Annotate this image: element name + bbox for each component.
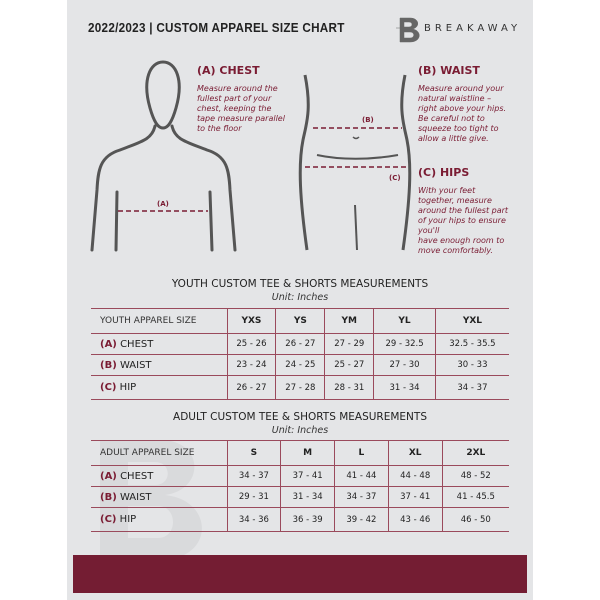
table-row: (C) HIP 26 - 27 27 - 28 28 - 31 31 - 34 34 - … [91,375,509,400]
upper-body-outline-icon [90,60,237,252]
table-cell: 37 - 41 [280,465,335,487]
table-header-row: ADULT APPAREL SIZE S M L XL 2XL [91,440,509,466]
table-cell: 31 - 34 [373,375,436,400]
measure-name: CHEST [120,338,154,350]
table-cell: 26 - 27 [275,333,325,355]
marker-c: (C) [389,174,401,182]
measure-letter: (A) [100,470,117,482]
table-cell: 34 - 36 [226,507,281,532]
size-header: YS [275,308,325,334]
table-cell: 44 - 48 [387,465,443,487]
table-cell: 41 - 44 [334,465,389,487]
measure-letter: (B) [100,359,117,371]
measure-label: (C) HIP [91,375,227,400]
size-header: 2XL [441,440,509,466]
youth-size-table: YOUTH APPAREL SIZE YXS YS YM YL YXL (A) CHEST 2… [91,308,509,400]
hips-heading: (C) HIPS [418,166,470,179]
table-cell: 46 - 50 [441,507,509,532]
table-cell: 31 - 34 [280,486,335,508]
brand-name: BREAKAWAY [424,23,522,34]
measure-letter: (A) [100,338,117,350]
waist-instructions: Measure around your natural waistline – … [418,84,507,143]
lower-body-outline-icon [298,74,412,251]
chest-instructions: Measure around the fullest part of your … [197,84,285,133]
table-cell: 39 - 42 [334,507,389,532]
measure-label: (C) HIP [91,507,227,532]
table-cell: 36 - 39 [280,507,335,532]
youth-unit: Unit: Inches [271,292,329,303]
footer-band [73,555,527,593]
size-header: YXL [434,308,509,334]
table-cell: 41 - 45.5 [441,486,509,508]
table-row: (A) CHEST 34 - 37 37 - 41 41 - 44 44 - 48 48 … [91,465,509,487]
table-cell: 34 - 37 [434,375,509,400]
table-row: (B) WAIST 23 - 24 24 - 25 25 - 27 27 - 30 30 … [91,354,509,376]
size-header: XL [387,440,443,466]
table-cell: 30 - 33 [434,354,509,376]
table-header-row: YOUTH APPAREL SIZE YXS YS YM YL YXL [91,308,509,334]
table-cell: 27 - 30 [373,354,436,376]
youth-table-title: YOUTH CUSTOM TEE & SHORTS MEASUREMENTS [171,278,429,290]
adult-unit: Unit: Inches [271,425,329,436]
measure-label: (B) WAIST [91,486,227,508]
size-header: L [334,440,389,466]
adult-table-title: ADULT CUSTOM TEE & SHORTS MEASUREMENTS [173,411,427,423]
measure-label: (A) CHEST [91,465,227,487]
marker-a: (A) [157,200,169,208]
size-header: YM [324,308,374,334]
table-cell: 29 - 31 [226,486,281,508]
measure-letter: (C) [100,514,117,525]
waist-heading: (B) WAIST [418,64,480,77]
table-row: (B) WAIST 29 - 31 31 - 34 34 - 37 37 - 41 41 … [91,486,509,508]
table-cell: 32.5 - 35.5 [434,333,509,355]
table-row: (C) HIP 34 - 36 36 - 39 39 - 42 43 - 46 46 - … [91,507,509,532]
table-cell: 25 - 27 [324,354,374,376]
measure-label: (A) CHEST [91,333,227,355]
table-cell: 34 - 37 [226,465,281,487]
size-header: YL [373,308,436,334]
breakaway-logo-icon [396,17,420,43]
measure-letter: (C) [100,382,117,393]
hips-instructions: With your feet together, measure around … [418,186,509,255]
size-label: ADULT APPAREL SIZE [91,440,227,466]
measure-label: (B) WAIST [91,354,227,376]
size-header: YXS [226,308,276,334]
marker-b: (B) [362,116,374,124]
table-cell: 24 - 25 [275,354,325,376]
table-cell: 37 - 41 [387,486,443,508]
measure-letter: (B) [100,491,117,503]
measure-name: WAIST [119,491,152,503]
size-header: S [226,440,281,466]
page-title: 2022/2023 | CUSTOM APPAREL SIZE CHART [88,20,345,35]
table-cell: 34 - 37 [334,486,389,508]
chest-heading: (A) CHEST [197,64,260,77]
table-cell: 26 - 27 [226,375,276,400]
adult-size-table: ADULT APPAREL SIZE S M L XL 2XL (A) CHEST 34 - … [91,440,509,532]
table-cell: 43 - 46 [387,507,443,532]
size-header: M [280,440,335,466]
table-cell: 48 - 52 [441,465,509,487]
table-cell: 23 - 24 [226,354,276,376]
size-label: YOUTH APPAREL SIZE [91,308,227,334]
table-cell: 28 - 31 [324,375,374,400]
table-row: (A) CHEST 25 - 26 26 - 27 27 - 29 29 - 32.5 3… [91,333,509,355]
measure-name: CHEST [120,470,154,482]
measure-name: WAIST [119,359,152,371]
measure-name: HIP [119,514,137,525]
table-cell: 25 - 26 [226,333,276,355]
measure-name: HIP [119,382,137,393]
table-cell: 27 - 29 [324,333,374,355]
table-cell: 27 - 28 [275,375,325,400]
table-cell: 29 - 32.5 [373,333,436,355]
